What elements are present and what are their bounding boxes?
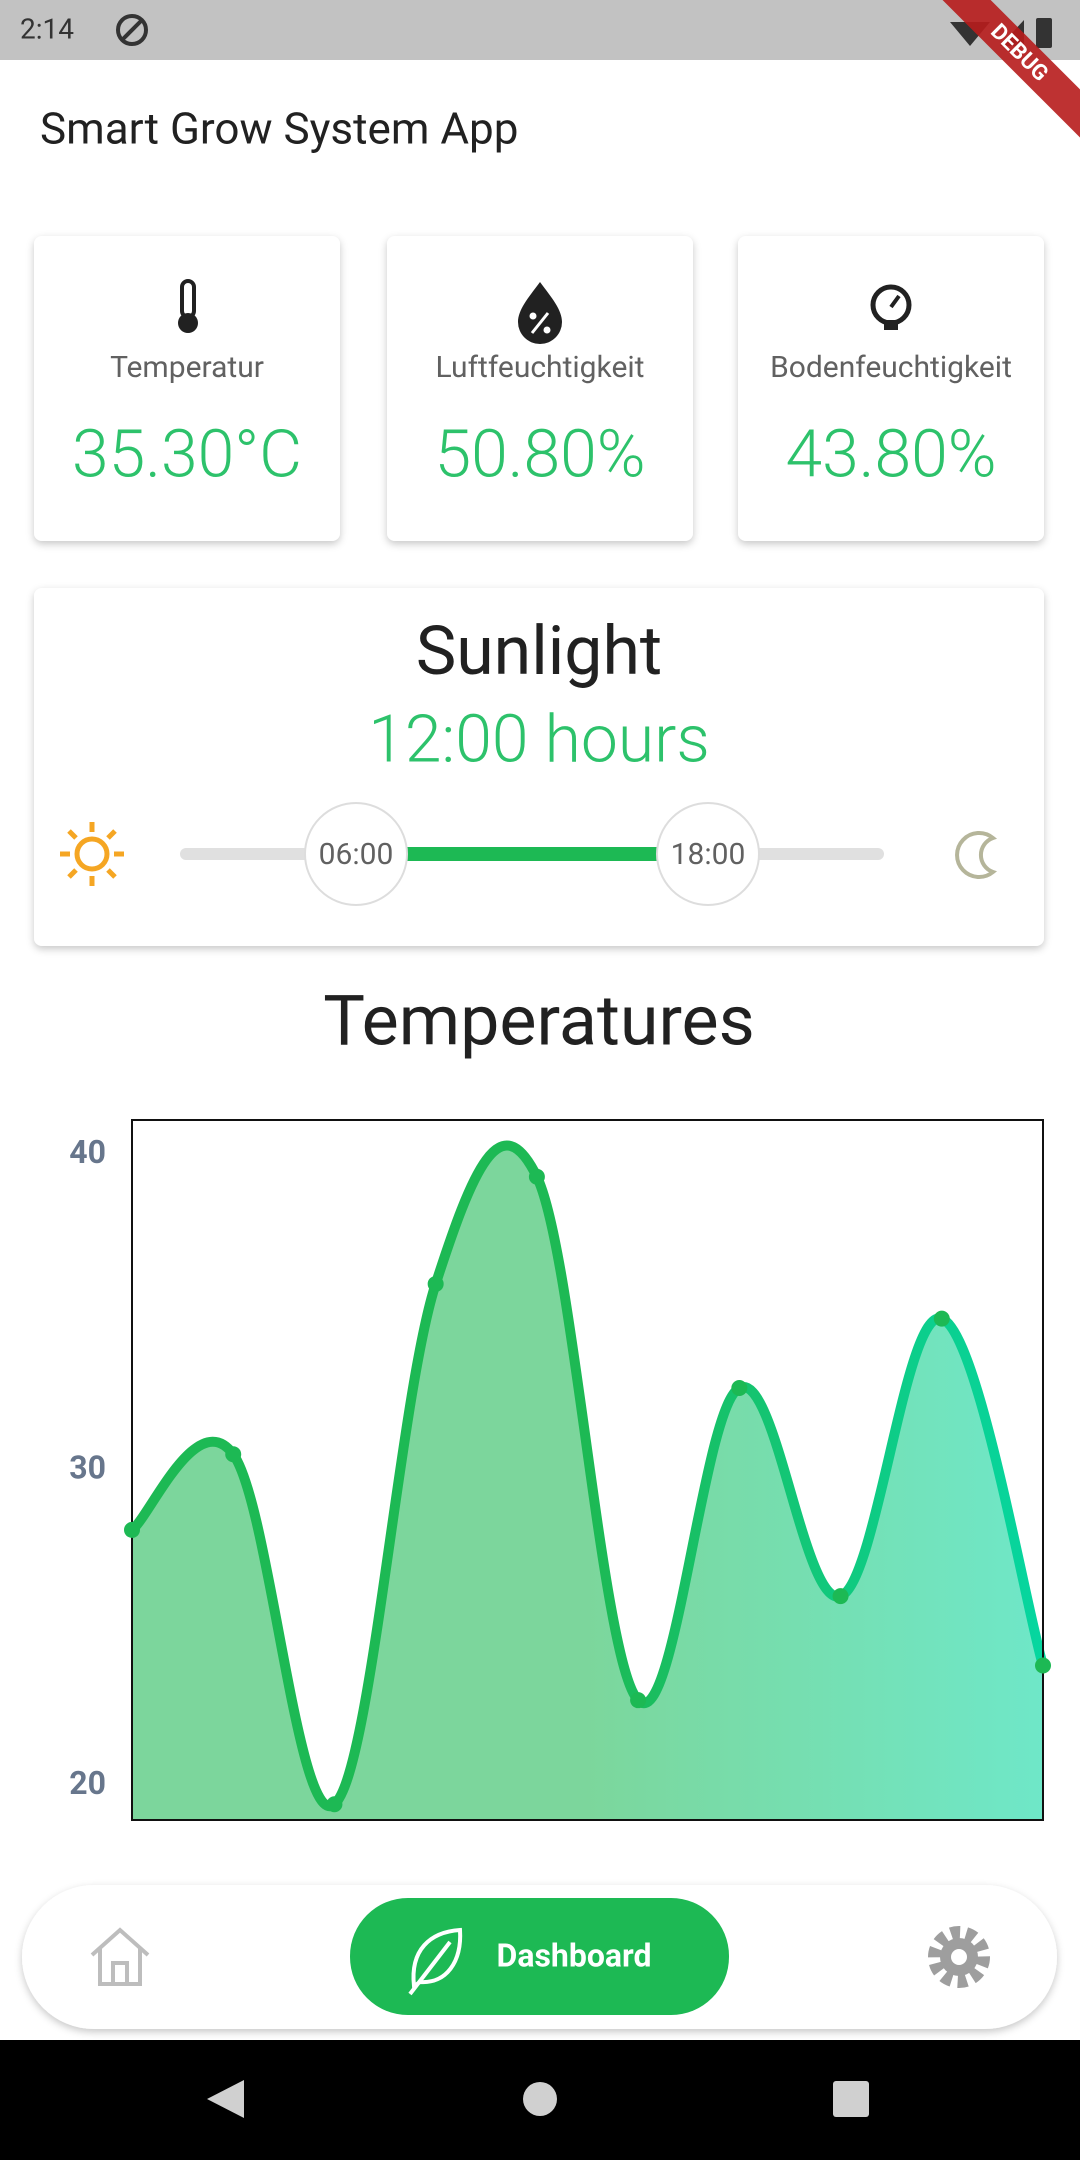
data-point: [630, 1692, 647, 1709]
plot-border: [131, 1119, 1044, 1821]
status-bar: [0, 0, 1080, 60]
sensor-card: [34, 236, 340, 541]
slider-handle-label: 06:00: [319, 837, 394, 872]
data-point: [528, 1168, 545, 1185]
data-point: [731, 1380, 748, 1397]
data-point: [427, 1275, 444, 1292]
home-button[interactable]: [90, 1927, 150, 1986]
data-point: [225, 1446, 242, 1463]
thermometer-icon: [178, 279, 198, 333]
recents-button[interactable]: [833, 2081, 869, 2117]
sunlight-title: Sunlight: [416, 611, 662, 691]
y-tick-label: 40: [69, 1133, 106, 1171]
slider-handle[interactable]: [304, 802, 408, 906]
sensor-card: [387, 236, 693, 541]
moon-icon: [955, 831, 998, 879]
sensor-label: Luftfeuchtigkeit: [436, 350, 645, 385]
sensor-value: 50.80%: [434, 416, 645, 493]
data-point: [124, 1521, 140, 1538]
line-chart: 20 30 40: [69, 1119, 1051, 1821]
data-point: [1035, 1657, 1051, 1674]
data-point: [832, 1588, 849, 1605]
app-title: Smart Grow System App: [40, 103, 518, 155]
y-tick-label: 20: [69, 1764, 106, 1802]
sensor-value: 35.30°C: [72, 416, 302, 493]
slider-handle[interactable]: [656, 802, 760, 906]
status-icon: [116, 14, 148, 46]
dashboard-label[interactable]: Dashboard: [497, 1936, 652, 1974]
line: [128, 1140, 1048, 1812]
settings-button[interactable]: [928, 1926, 990, 1988]
status-time: 2:14: [20, 12, 74, 45]
sensor-cards: Temperatur 35.30°C Luftfeuchtigkeit 50.80% B…: [34, 236, 1044, 541]
sensor-value: 43.80%: [785, 416, 996, 493]
data-point: [933, 1310, 950, 1327]
leaf-icon: [408, 1927, 463, 1996]
sunlight-duration: 12:00 hours: [368, 701, 710, 778]
dashboard-button[interactable]: [350, 1898, 729, 2015]
sensor-label: Temperatur: [110, 350, 264, 385]
sensor-card: [738, 236, 1044, 541]
data-point: [326, 1796, 343, 1813]
y-tick-label: 30: [69, 1448, 106, 1486]
slider-handle-label: 18:00: [671, 837, 746, 872]
slider-active-range: [356, 847, 708, 861]
soil-gauge-icon: [870, 284, 912, 330]
back-button[interactable]: [207, 2080, 244, 2118]
humidity-icon: [518, 282, 562, 344]
sun-icon: [60, 822, 124, 886]
home-system-button[interactable]: [523, 2082, 557, 2116]
chart-title: Temperatures: [323, 980, 755, 1062]
sensor-label: Bodenfeuchtigkeit: [770, 350, 1012, 385]
